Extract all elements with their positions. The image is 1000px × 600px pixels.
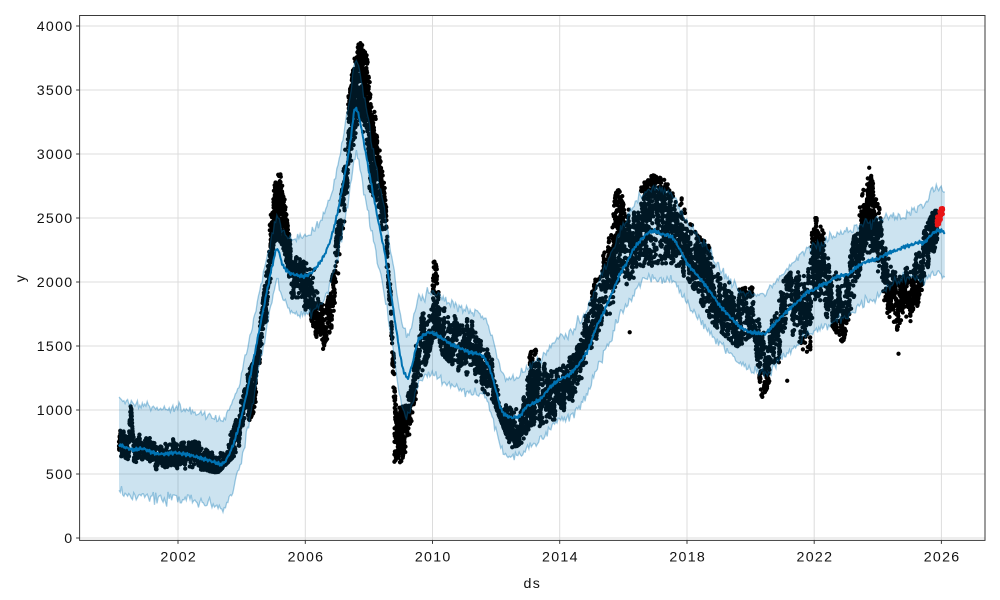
svg-text:2010: 2010 bbox=[415, 550, 452, 566]
svg-text:0: 0 bbox=[64, 531, 73, 547]
svg-text:y: y bbox=[13, 274, 29, 282]
svg-text:2026: 2026 bbox=[924, 550, 961, 566]
svg-text:1000: 1000 bbox=[37, 403, 74, 419]
svg-text:1500: 1500 bbox=[37, 339, 74, 355]
svg-text:2022: 2022 bbox=[797, 550, 834, 566]
svg-text:2002: 2002 bbox=[160, 550, 197, 566]
svg-text:4000: 4000 bbox=[37, 19, 74, 35]
svg-text:3000: 3000 bbox=[37, 147, 74, 163]
svg-text:ds: ds bbox=[524, 576, 542, 592]
svg-text:3500: 3500 bbox=[37, 83, 74, 99]
svg-text:2014: 2014 bbox=[542, 550, 579, 566]
svg-text:2500: 2500 bbox=[37, 211, 74, 227]
svg-text:500: 500 bbox=[46, 467, 74, 483]
svg-text:2000: 2000 bbox=[37, 275, 74, 291]
svg-text:2006: 2006 bbox=[288, 550, 325, 566]
svg-text:2018: 2018 bbox=[669, 550, 706, 566]
